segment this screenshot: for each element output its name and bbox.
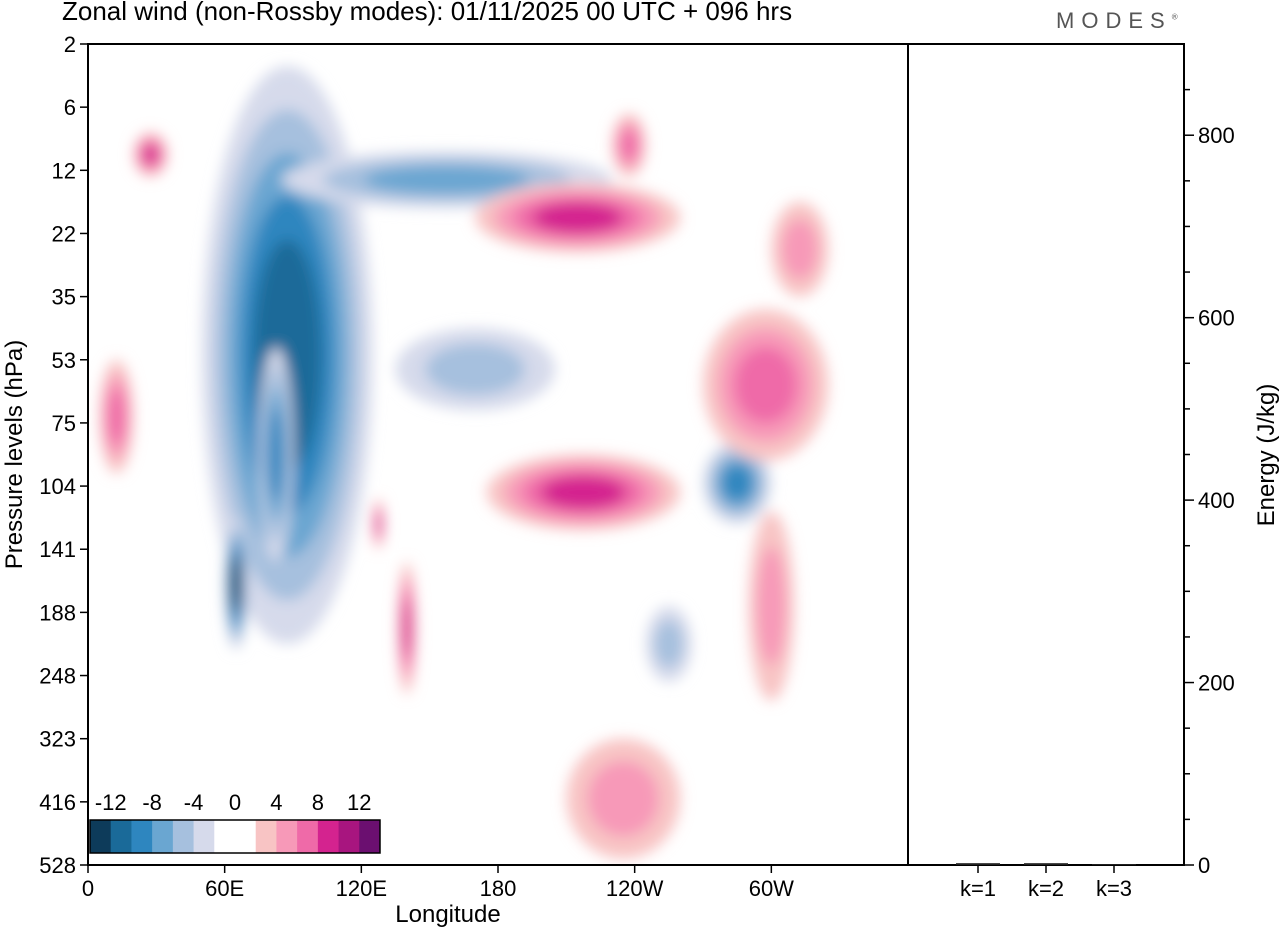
colorbar-label: 4 bbox=[270, 790, 282, 815]
colorbar-label: 0 bbox=[229, 790, 241, 815]
wind-anomaly-contour bbox=[532, 202, 623, 233]
modes-logo: MODES® bbox=[1056, 8, 1178, 34]
wind-anomaly-contour bbox=[402, 599, 411, 658]
wind-anomaly-contour bbox=[107, 388, 126, 446]
energy-bar bbox=[1024, 863, 1068, 865]
colorbar-swatch bbox=[297, 820, 319, 853]
colorbar: -12 -8 -4 0 4 8 12 bbox=[89, 790, 381, 854]
y-tick-label: 2 bbox=[64, 32, 76, 57]
y-axis-title: Pressure levels (hPa) bbox=[1, 340, 28, 569]
y-tick-label: 528 bbox=[39, 853, 76, 878]
colorbar-swatch bbox=[317, 820, 340, 853]
y-tick-label: 416 bbox=[39, 790, 76, 815]
colorbar-swatch bbox=[131, 820, 153, 853]
energy-tick-label: 200 bbox=[1198, 671, 1235, 696]
wind-anomaly-contour bbox=[722, 464, 753, 501]
colorbar-swatch bbox=[110, 820, 132, 853]
energy-bars: k=1 k=2 k=3 bbox=[956, 863, 1136, 901]
chart-title: Zonal wind (non-Rossby modes): 01/11/202… bbox=[62, 0, 793, 26]
wind-anomaly-contour bbox=[654, 620, 684, 668]
colorbar-label: -8 bbox=[142, 790, 162, 815]
y-tick-label: 188 bbox=[39, 600, 76, 625]
colorbar-label: -4 bbox=[184, 790, 204, 815]
colorbar-swatch bbox=[193, 820, 215, 853]
x-tick-label: 120W bbox=[606, 876, 664, 901]
energy-category-label: k=3 bbox=[1096, 876, 1132, 901]
wind-anomaly-contour bbox=[587, 761, 659, 837]
energy-bar bbox=[1092, 864, 1136, 866]
energy-tick-label: 600 bbox=[1198, 306, 1235, 331]
y-tick-label: 248 bbox=[39, 664, 76, 689]
y-tick-label: 141 bbox=[39, 537, 76, 562]
logo-text: MODES bbox=[1056, 8, 1172, 33]
colorbar-label: 8 bbox=[312, 790, 324, 815]
colorbar-frame bbox=[89, 819, 381, 854]
colorbar-swatch bbox=[255, 820, 277, 853]
colorbar-swatch bbox=[214, 820, 236, 853]
registered-mark: ® bbox=[1171, 12, 1178, 22]
colorbar-swatch bbox=[152, 820, 174, 853]
y-tick-label: 104 bbox=[39, 474, 76, 499]
x-tick-label: 60W bbox=[749, 876, 794, 901]
x-tick-label: 60E bbox=[205, 876, 244, 901]
y-tick-label: 22 bbox=[52, 221, 76, 246]
energy-category-label: k=2 bbox=[1028, 876, 1064, 901]
wind-anomaly-contour bbox=[231, 559, 241, 609]
wind-field bbox=[99, 66, 829, 859]
x-tick-label: 180 bbox=[480, 876, 517, 901]
x-axis-title: Longitude bbox=[395, 901, 500, 928]
y-tick-label: 35 bbox=[52, 285, 76, 310]
colorbar-swatch bbox=[235, 820, 257, 853]
energy-category-label: k=1 bbox=[960, 876, 996, 901]
colorbar-label: 12 bbox=[347, 790, 371, 815]
x-tick-label: 0 bbox=[82, 876, 94, 901]
energy-tick-label: 800 bbox=[1198, 123, 1235, 148]
energy-panel-frame bbox=[907, 43, 1185, 866]
wind-anomaly-contour bbox=[364, 165, 530, 194]
energy-tick-label: 0 bbox=[1198, 853, 1210, 878]
wind-anomaly-contour bbox=[734, 347, 797, 423]
colorbar-swatch bbox=[359, 820, 381, 853]
wind-anomaly-contour bbox=[143, 144, 159, 165]
energy-axis-title: Energy (J/kg) bbox=[1253, 384, 1280, 527]
wind-anomaly-contour bbox=[268, 407, 284, 502]
colorbar-swatch bbox=[338, 820, 360, 853]
y-tick-label: 53 bbox=[52, 348, 76, 373]
y-tick-label: 75 bbox=[52, 411, 76, 436]
wind-anomaly-contour bbox=[620, 129, 638, 161]
wind-anomaly-contour bbox=[782, 219, 818, 279]
colorbar-swatch bbox=[172, 820, 195, 853]
wind-anomaly-contour bbox=[375, 512, 381, 536]
wind-anomaly-contour bbox=[757, 546, 786, 666]
x-tick-label: 120E bbox=[336, 876, 387, 901]
y-tick-label: 12 bbox=[52, 158, 76, 183]
colorbar-swatch bbox=[90, 820, 112, 853]
colorbar-label: -12 bbox=[95, 790, 127, 815]
wind-anomaly-contour bbox=[541, 475, 626, 509]
y-tick-label: 6 bbox=[64, 95, 76, 120]
energy-bar bbox=[956, 863, 1000, 865]
wind-anomaly-contour bbox=[425, 343, 526, 395]
colorbar-swatch bbox=[276, 820, 298, 853]
energy-tick-label: 400 bbox=[1198, 488, 1235, 513]
y-tick-label: 323 bbox=[39, 727, 76, 752]
